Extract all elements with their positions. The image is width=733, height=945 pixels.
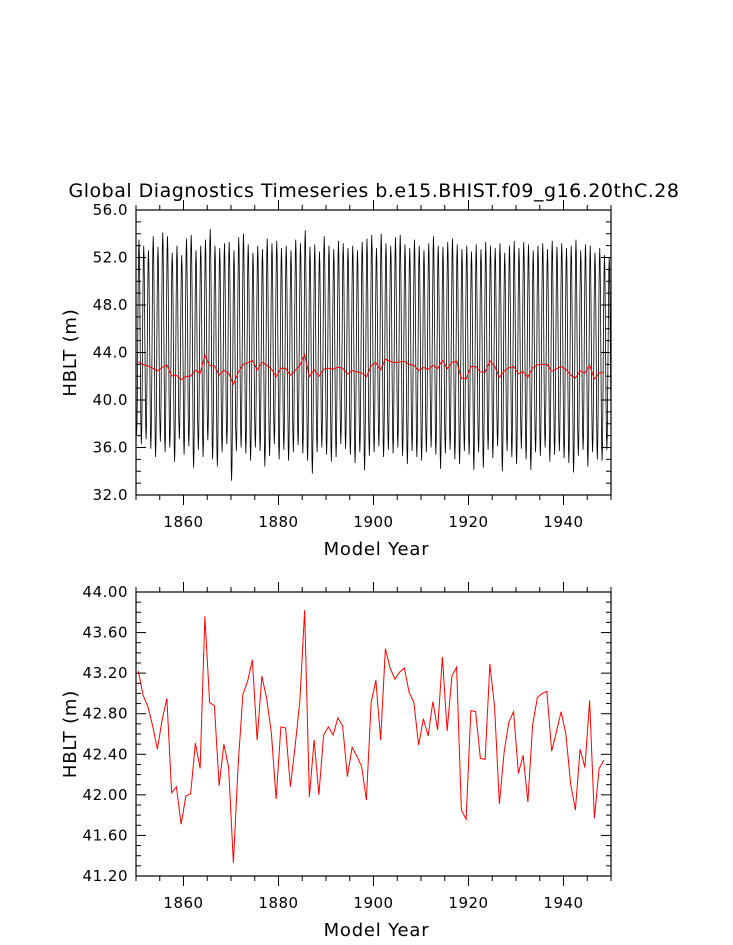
y-tick-label: 42.00 (83, 786, 128, 804)
x-tick-label: 1860 (163, 894, 203, 912)
y-tick-label: 41.20 (83, 867, 128, 885)
x-tick-label: 1920 (448, 894, 488, 912)
y-tick-label: 52.0 (93, 249, 128, 267)
x-tick-label: 1880 (258, 513, 298, 531)
y-tick-label: 44.0 (93, 344, 128, 362)
series-line-1 (135, 228, 612, 481)
y-axis-label: HBLT (m) (60, 308, 81, 396)
x-tick-label: 1940 (543, 894, 583, 912)
x-tick-label: 1900 (353, 894, 393, 912)
bottom-annual-panel: 41.20 41.60 42.00 42.40 42.80 43.20 43.60 44.00… (60, 582, 612, 941)
x-axis-label: Model Year (324, 539, 430, 560)
y-tick-label: 48.0 (93, 296, 128, 314)
y-tick-label: 44.00 (83, 583, 128, 601)
plot-frame (135, 591, 612, 877)
x-tick-label: 1940 (543, 513, 583, 531)
y-tick-label: 32.0 (93, 486, 128, 504)
y-tick-label: 40.0 (93, 391, 128, 409)
top-timeseries-panel: 32.0 36.0 40.0 44.0 48.0 52.0 56.0 1860 1880 1900… (60, 200, 612, 560)
x-tick-label: 1880 (258, 894, 298, 912)
y-tick-label: 56.0 (93, 201, 128, 219)
chart-title: Global Diagnostics Timeseries b.e15.BHIS… (69, 180, 680, 202)
plot-frame (135, 209, 612, 496)
y-axis-label: HBLT (m) (60, 690, 81, 778)
series-line-2 (138, 353, 604, 386)
x-tick-label: 1860 (163, 513, 203, 531)
y-tick-label: 42.40 (83, 745, 128, 763)
x-axis-label: Model Year (324, 920, 430, 941)
y-tick-label: 42.80 (83, 705, 128, 723)
series-line-1 (137, 610, 605, 863)
y-tick-label: 43.60 (83, 624, 128, 642)
y-tick-label: 36.0 (93, 439, 128, 457)
y-tick-label: 41.60 (83, 826, 128, 844)
y-tick-label: 43.20 (83, 664, 128, 682)
x-tick-label: 1920 (448, 513, 488, 531)
x-tick-label: 1900 (353, 513, 393, 531)
